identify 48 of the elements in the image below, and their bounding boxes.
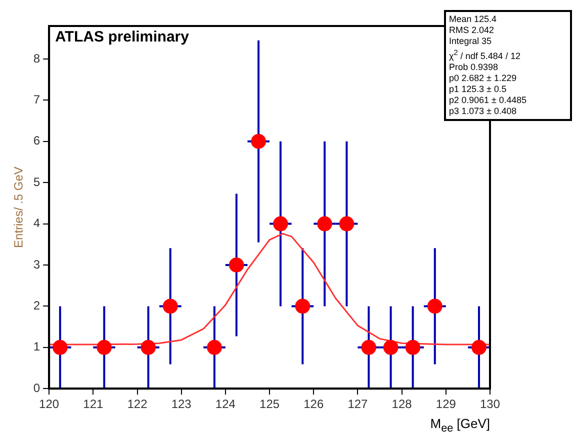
- annotation: Prob 0.9398: [449, 62, 500, 73]
- y-tick-label: 1: [33, 340, 40, 354]
- point: [228, 257, 244, 272]
- point: [295, 298, 310, 314]
- x-tick-label: 123: [171, 397, 192, 412]
- y-tick-label: 6: [33, 134, 40, 148]
- x-tick-label: 125: [260, 397, 280, 412]
- point: [162, 298, 178, 314]
- point: [383, 340, 398, 355]
- point: [471, 340, 486, 355]
- y-tick-label: 8: [33, 51, 40, 66]
- point: [96, 340, 112, 355]
- annotation: p1 125.3 ± 0.5: [449, 84, 508, 95]
- x-axis-title: M$_{ee}$ [GeV]: [430, 416, 490, 435]
- y-tick-label: 2: [33, 298, 40, 313]
- y-axis-title: Entries/ .5 GeV: [12, 166, 26, 248]
- point: [427, 298, 442, 314]
- annotation: p2 0.9061 ± 0.4485: [449, 95, 528, 106]
- y-tick-label: 5: [33, 174, 40, 189]
- annotation: p3 1.073 ± 0.408: [449, 106, 518, 117]
- x-tick-label: 124: [215, 397, 236, 412]
- point: [317, 216, 332, 232]
- point: [140, 340, 156, 355]
- annotation: p0 2.682 ± 1.229: [449, 73, 518, 84]
- annotation: χ$^{2}$ / ndf 5.484 / 12: [449, 47, 522, 62]
- x-tick-label: 120: [39, 397, 60, 412]
- annotation: RMS 2.042: [449, 25, 496, 36]
- point: [206, 340, 222, 355]
- point: [273, 216, 288, 232]
- x-tick-label: 129: [436, 397, 456, 412]
- x-tick-label: 126: [304, 397, 324, 412]
- x-tick-label: 121: [83, 397, 104, 412]
- point: [52, 340, 68, 355]
- text: Mean 125.4: [449, 14, 497, 24]
- point: [361, 340, 376, 355]
- y-tick-label: 4: [33, 216, 40, 230]
- point: [339, 216, 354, 232]
- x-tick-label: 130: [480, 397, 500, 412]
- x-tick-label: 122: [127, 397, 148, 412]
- annotation: Integral 35: [449, 36, 493, 47]
- y-tick-label: 3: [33, 257, 40, 272]
- x-tick-label: 127: [348, 397, 368, 412]
- y-tick-label: 7: [33, 92, 40, 106]
- y-tick-label: 0: [33, 380, 40, 395]
- point: [405, 340, 420, 355]
- annotation: ATLAS preliminary: [55, 28, 190, 46]
- point: [251, 134, 266, 149]
- x-tick-label: 128: [392, 397, 412, 412]
